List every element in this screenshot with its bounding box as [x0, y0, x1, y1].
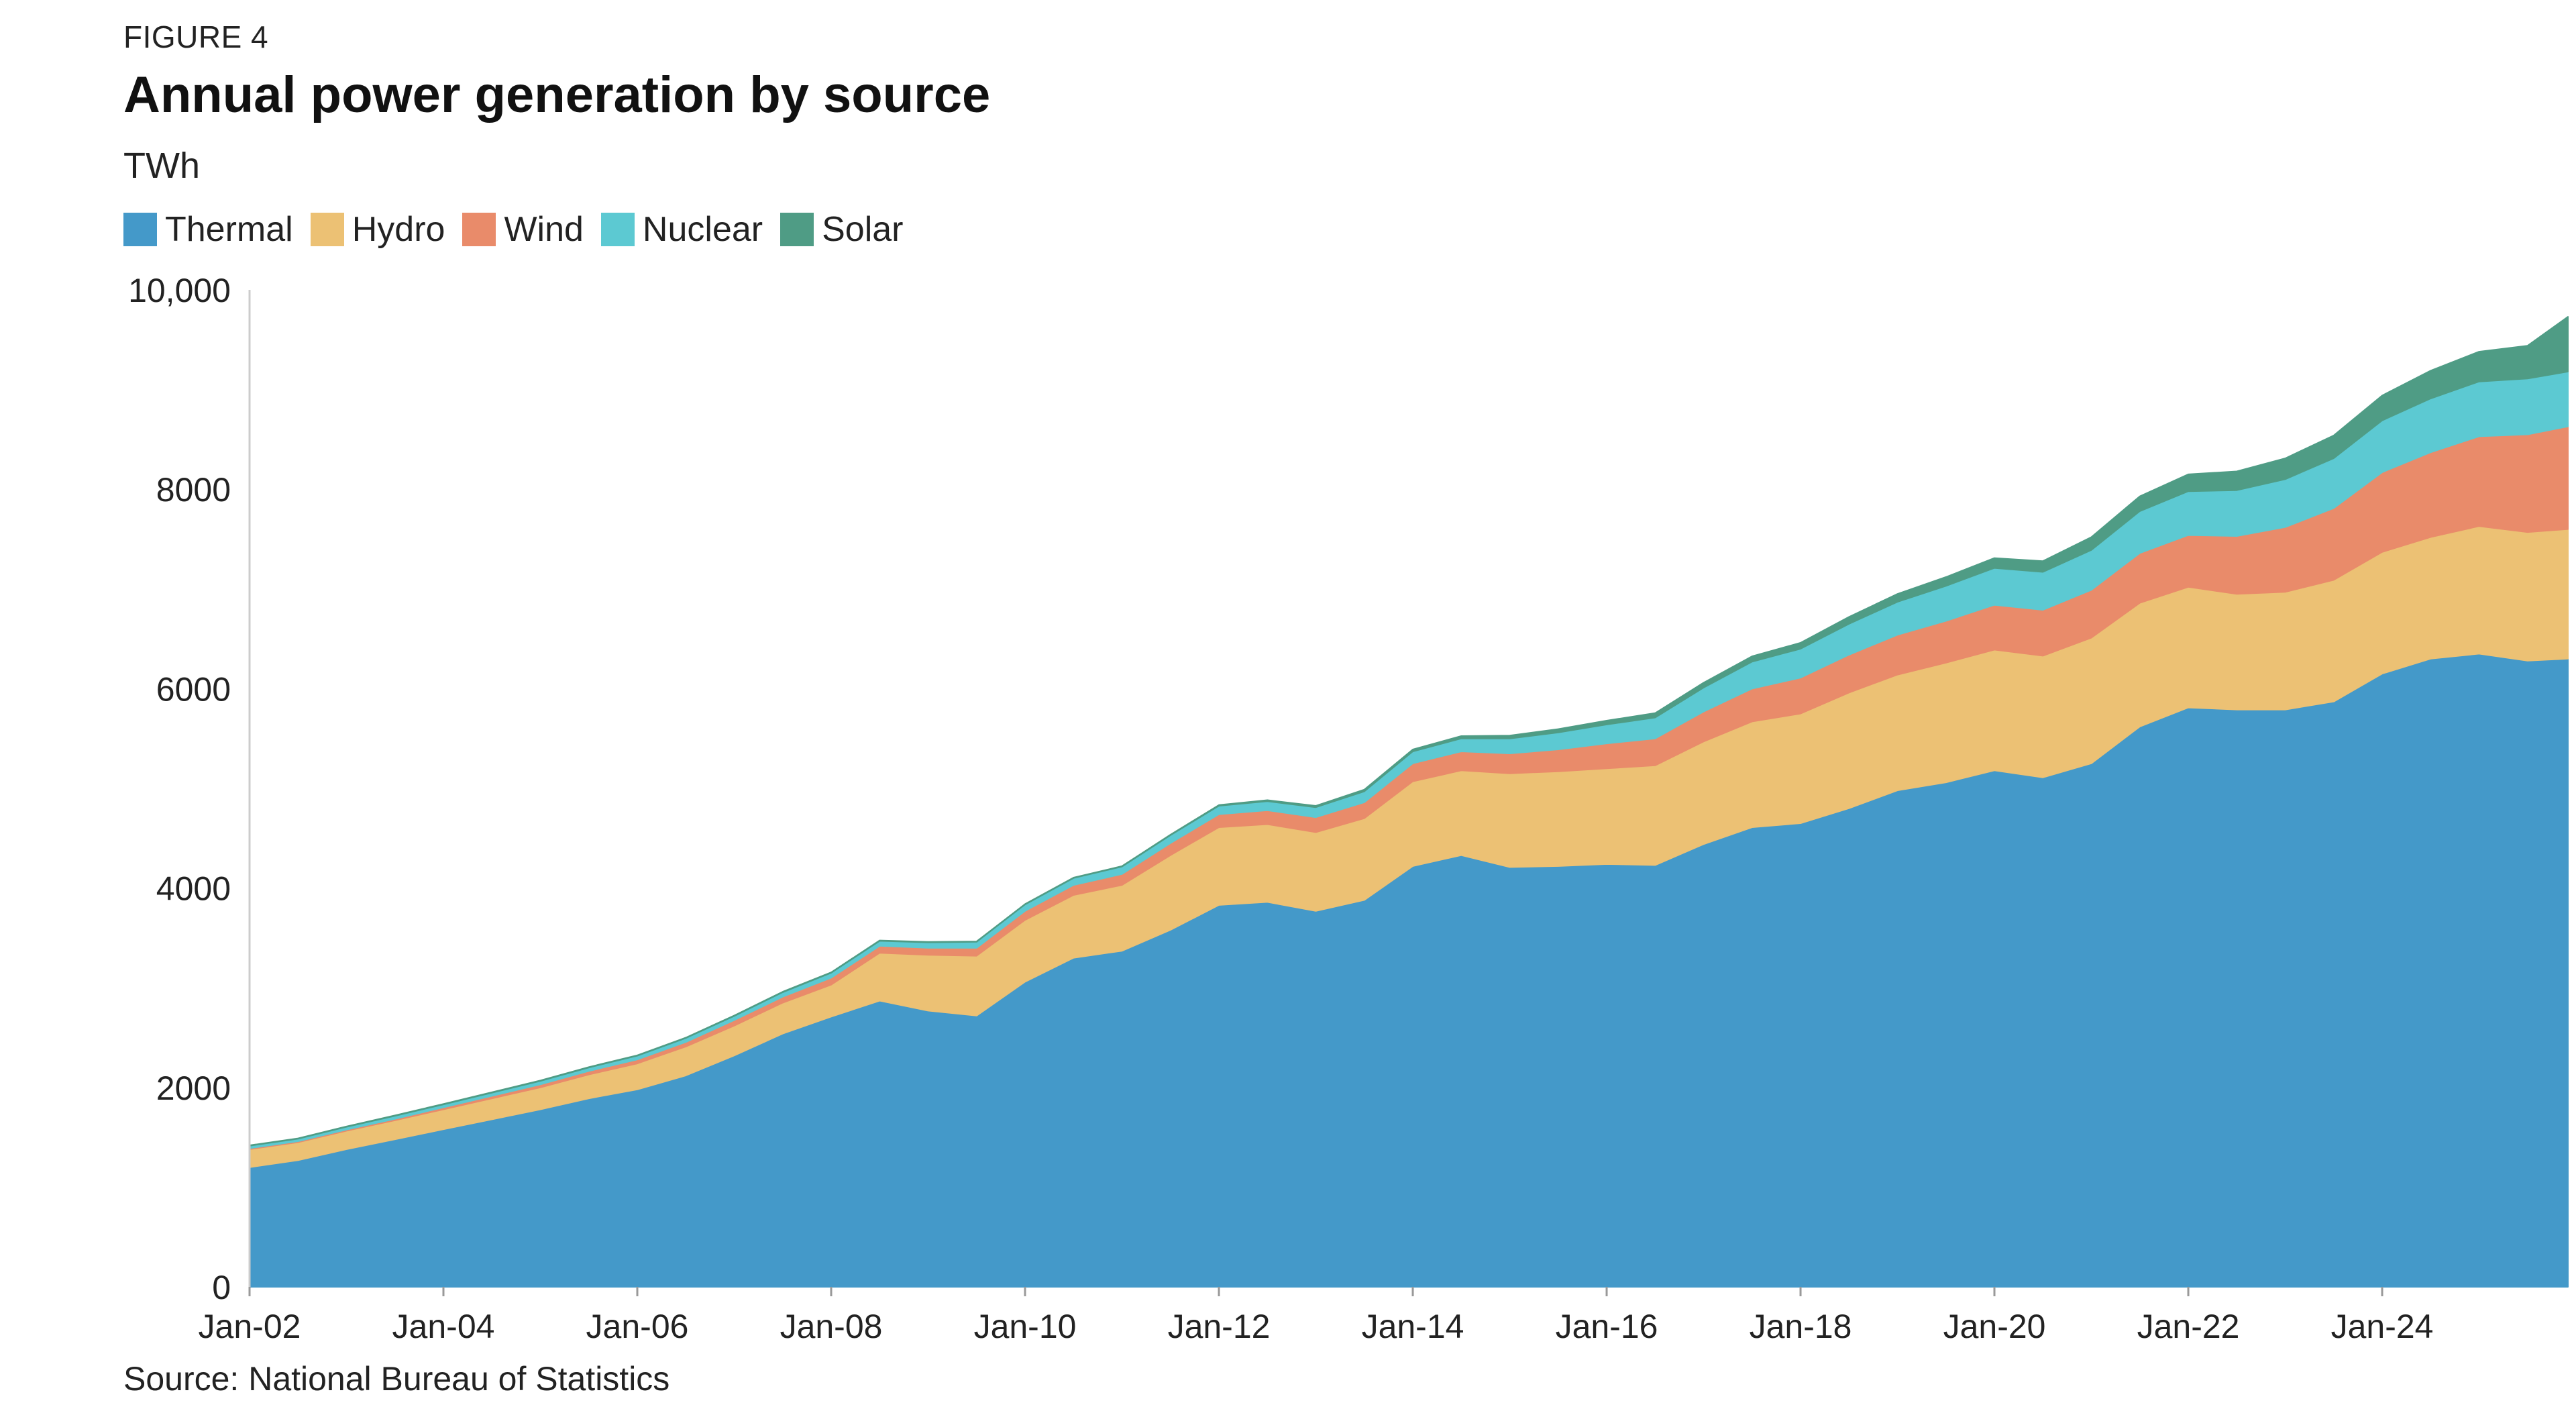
x-tick-label: Jan-12 [1168, 1308, 1271, 1345]
legend-label-hydro: Hydro [352, 210, 445, 249]
y-tick-label: 8000 [156, 471, 231, 509]
legend: Thermal Hydro Wind Nuclear Solar [123, 209, 921, 250]
source-note: Source: National Bureau of Statistics [123, 1360, 670, 1398]
legend-swatch-wind [462, 213, 496, 246]
x-tick-label: Jan-10 [974, 1308, 1077, 1345]
figure-label: FIGURE 4 [123, 19, 269, 54]
area-series-group [249, 316, 2569, 1288]
legend-label-thermal: Thermal [165, 210, 293, 249]
x-tick-label: Jan-14 [1362, 1308, 1464, 1345]
y-tick-label: 2000 [156, 1069, 231, 1107]
area-solar [249, 316, 2569, 1147]
x-tick-label: Jan-06 [586, 1308, 689, 1345]
x-tick-label: Jan-08 [780, 1308, 883, 1345]
chart-title: Annual power generation by source [123, 66, 991, 123]
y-tick-label: 4000 [156, 870, 231, 908]
y-tick-label: 6000 [156, 670, 231, 708]
x-tick-label: Jan-20 [1943, 1308, 2046, 1345]
y-tick-label: 10,000 [128, 272, 231, 309]
x-tick-label: Jan-24 [2331, 1308, 2434, 1345]
x-tick-label: Jan-04 [392, 1308, 495, 1345]
y-axis-ticks: 0 2000 4000 6000 8000 10,000 [128, 272, 231, 1306]
x-tick-label: Jan-02 [199, 1308, 301, 1345]
legend-swatch-solar [780, 213, 814, 246]
legend-item-hydro: Hydro [310, 209, 445, 250]
y-tick-label: 0 [212, 1269, 231, 1306]
x-tick-label: Jan-22 [2137, 1308, 2240, 1345]
legend-swatch-hydro [310, 213, 344, 246]
legend-swatch-thermal [123, 213, 157, 246]
unit-label: TWh [123, 146, 200, 186]
x-tick-label: Jan-16 [1556, 1308, 1658, 1345]
x-tick-label: Jan-18 [1750, 1308, 1852, 1345]
area-thermal [249, 653, 2569, 1288]
legend-item-wind: Wind [462, 209, 584, 250]
x-axis-ticks: Jan-02 Jan-04 Jan-06 Jan-08 Jan-10 Jan-12 Jan-… [199, 1287, 2434, 1345]
legend-label-solar: Solar [822, 210, 904, 249]
legend-item-nuclear: Nuclear [600, 209, 763, 250]
legend-label-wind: Wind [504, 210, 584, 249]
legend-label-nuclear: Nuclear [642, 210, 763, 249]
legend-item-solar: Solar [780, 209, 904, 250]
legend-item-thermal: Thermal [123, 209, 293, 250]
legend-swatch-nuclear [600, 213, 635, 246]
